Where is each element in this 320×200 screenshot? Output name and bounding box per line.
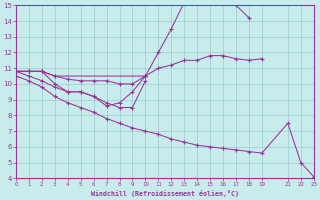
- X-axis label: Windchill (Refroidissement éolien,°C): Windchill (Refroidissement éolien,°C): [91, 190, 239, 197]
